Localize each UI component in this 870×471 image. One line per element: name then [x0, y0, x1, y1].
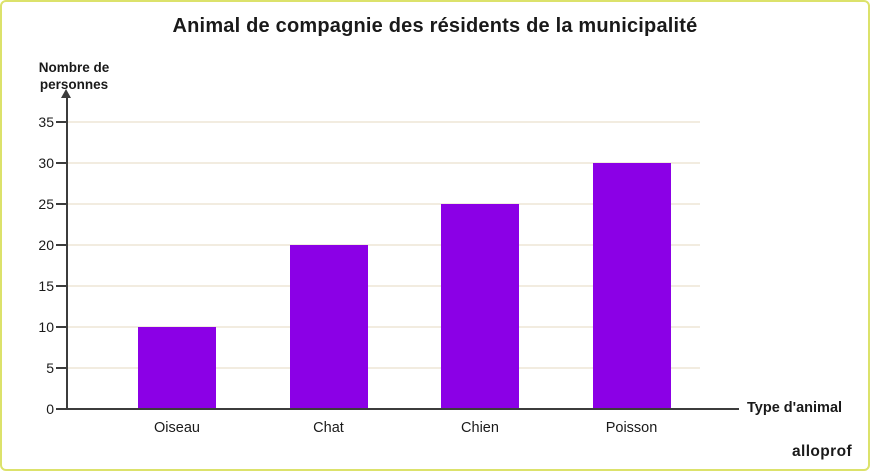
y-tick-mark-20 [56, 244, 67, 246]
x-axis [66, 408, 739, 410]
bar-chien [441, 204, 519, 408]
chart-title: Animal de compagnie des résidents de la … [172, 15, 698, 37]
y-axis-arrow-icon [61, 89, 71, 98]
gridline-30 [68, 162, 700, 164]
bar-oiseau [138, 327, 216, 408]
y-tick-label-15: 15 [38, 278, 54, 294]
y-tick-mark-5 [56, 367, 67, 369]
y-axis-label: Nombre de personnes [38, 60, 110, 92]
y-tick-label-30: 30 [38, 155, 54, 171]
gridline-10 [68, 326, 700, 328]
y-tick-mark-10 [56, 326, 67, 328]
y-axis [66, 97, 68, 409]
y-tick-label-25: 25 [38, 196, 54, 212]
gridline-35 [68, 121, 700, 123]
bar-chat [289, 245, 368, 408]
y-tick-mark-35 [56, 121, 67, 123]
gridline-5 [68, 367, 700, 369]
gridline-25 [68, 203, 700, 205]
category-label-oiseau: Oiseau [154, 420, 200, 436]
y-tick-label-5: 5 [46, 360, 54, 376]
y-tick-mark-30 [56, 162, 67, 164]
y-tick-label-20: 20 [38, 237, 54, 253]
gridline-15 [68, 285, 700, 287]
category-label-chat: Chat [313, 420, 344, 436]
y-tick-label-35: 35 [38, 114, 54, 130]
y-tick-label-10: 10 [38, 319, 54, 335]
y-tick-mark-0 [56, 408, 67, 410]
category-label-poisson: Poisson [605, 420, 658, 436]
bar-poisson [592, 163, 671, 408]
y-tick-label-0: 0 [46, 401, 54, 417]
x-axis-label: Type d'animal [747, 400, 843, 416]
category-label-chien: Chien [461, 420, 499, 436]
alloprof-logo: alloprof [791, 443, 852, 460]
y-tick-mark-15 [56, 285, 67, 287]
gridline-20 [68, 244, 700, 246]
y-tick-mark-25 [56, 203, 67, 205]
